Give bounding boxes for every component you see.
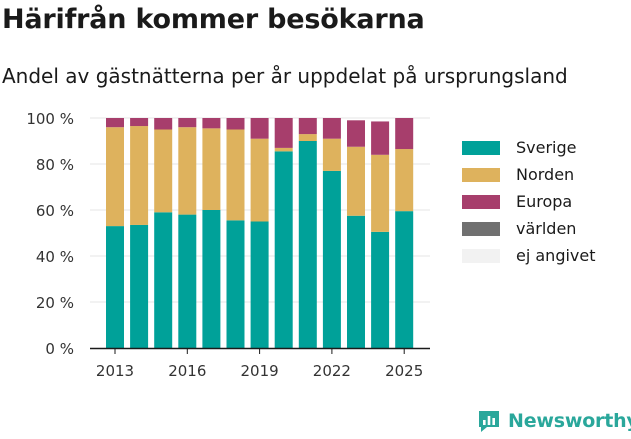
x-tick-label: 2025 — [385, 362, 423, 380]
bar-segment — [322, 138, 341, 171]
bar-segment — [395, 149, 414, 212]
bar-segment — [130, 118, 149, 127]
y-tick-label: 80 % — [36, 156, 74, 174]
bar-segment — [202, 128, 221, 210]
bar-segment — [130, 126, 149, 225]
brand-name: Newsworthy — [508, 410, 631, 432]
bar-segment — [202, 210, 221, 348]
bar-segment — [395, 211, 414, 348]
bar-segment — [250, 138, 269, 222]
bar-segment — [178, 118, 197, 128]
bar-segment — [298, 134, 317, 141]
x-tick-label: 2019 — [241, 362, 279, 380]
legend-item: Europa — [462, 188, 596, 215]
bar-segment — [347, 215, 365, 348]
bar-segment — [298, 118, 317, 135]
legend-label: ej angivet — [516, 246, 596, 265]
bar-segment — [371, 121, 390, 155]
bar-segment — [274, 118, 293, 148]
bar-segment — [250, 118, 269, 139]
legend-label: Europa — [516, 192, 573, 211]
legend-item: världen — [462, 215, 596, 242]
legend-label: Norden — [516, 165, 575, 184]
legend-swatch — [462, 248, 500, 263]
bar-segment — [202, 118, 221, 129]
bar-segment — [106, 127, 124, 227]
bar-segment — [154, 118, 173, 130]
bar-segment — [274, 151, 293, 348]
bar-segment — [106, 118, 124, 128]
y-tick-label: 40 % — [36, 248, 74, 266]
legend-swatch — [462, 194, 500, 209]
y-tick-label: 100 % — [26, 110, 74, 128]
bar-chart-logo-icon — [479, 411, 499, 432]
bar-segment — [154, 212, 173, 348]
bar-segment — [371, 231, 390, 348]
bar-segment — [106, 226, 124, 348]
bar-segment — [347, 146, 365, 216]
y-tick-label: 0 % — [45, 340, 74, 358]
bar-segment — [322, 118, 341, 139]
x-tick-label: 2013 — [96, 362, 134, 380]
bar-segment — [371, 154, 390, 232]
bar-segment — [154, 129, 173, 213]
brand-logo: Newsworthy — [476, 408, 631, 434]
x-tick-label: 2022 — [313, 362, 351, 380]
bar-segment — [226, 220, 245, 348]
legend-label: Sverige — [516, 138, 577, 157]
bar-segment — [130, 224, 149, 348]
legend-swatch — [462, 167, 500, 182]
bar-segment — [347, 120, 365, 147]
bar-segment — [274, 147, 293, 152]
legend-swatch — [462, 140, 500, 155]
bar-segment — [226, 118, 245, 130]
bar-segment — [395, 118, 414, 150]
bar-segment — [226, 129, 245, 221]
y-tick-label: 60 % — [36, 202, 74, 220]
bar-segment — [178, 127, 197, 215]
legend-label: världen — [516, 219, 577, 238]
x-tick-label: 2016 — [168, 362, 206, 380]
legend-item: ej angivet — [462, 242, 596, 269]
legend-item: Sverige — [462, 134, 596, 161]
chart-title: Härifrån kommer besökarna — [2, 4, 425, 35]
chart-legend: Sverige Norden Europa världen ej angivet — [462, 134, 596, 269]
bar-segment — [178, 214, 197, 348]
chart-subtitle: Andel av gästnätterna per år uppdelat på… — [2, 64, 568, 88]
legend-swatch — [462, 221, 500, 236]
bar-segment — [322, 170, 341, 348]
y-tick-label: 20 % — [36, 294, 74, 312]
bar-segment — [250, 221, 269, 348]
bar-segment — [298, 141, 317, 348]
legend-item: Norden — [462, 161, 596, 188]
